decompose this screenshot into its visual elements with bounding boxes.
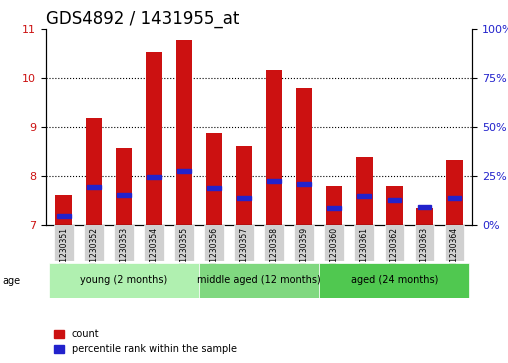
FancyBboxPatch shape xyxy=(325,225,344,261)
Bar xyxy=(296,88,312,225)
FancyBboxPatch shape xyxy=(385,225,404,261)
Text: GSM1230352: GSM1230352 xyxy=(89,227,99,278)
Text: GSM1230360: GSM1230360 xyxy=(330,227,339,278)
FancyBboxPatch shape xyxy=(234,225,254,261)
Bar xyxy=(416,208,433,225)
Text: GSM1230362: GSM1230362 xyxy=(390,227,399,278)
Text: GSM1230357: GSM1230357 xyxy=(240,227,248,278)
Text: GSM1230363: GSM1230363 xyxy=(420,227,429,278)
FancyBboxPatch shape xyxy=(444,225,464,261)
Text: GDS4892 / 1431955_at: GDS4892 / 1431955_at xyxy=(46,10,239,28)
Text: GSM1230364: GSM1230364 xyxy=(450,227,459,278)
Text: young (2 months): young (2 months) xyxy=(80,276,168,285)
Bar xyxy=(55,195,72,225)
FancyBboxPatch shape xyxy=(114,225,134,261)
FancyBboxPatch shape xyxy=(319,263,469,298)
Text: age: age xyxy=(3,276,21,286)
Bar xyxy=(266,70,282,225)
Text: GSM1230359: GSM1230359 xyxy=(300,227,309,278)
FancyBboxPatch shape xyxy=(174,225,194,261)
FancyBboxPatch shape xyxy=(264,225,284,261)
Bar xyxy=(356,158,372,225)
FancyBboxPatch shape xyxy=(87,185,101,189)
FancyBboxPatch shape xyxy=(358,194,371,197)
FancyBboxPatch shape xyxy=(355,225,374,261)
FancyBboxPatch shape xyxy=(117,193,131,197)
Text: GSM1230361: GSM1230361 xyxy=(360,227,369,278)
Text: GSM1230358: GSM1230358 xyxy=(270,227,278,278)
Bar xyxy=(206,134,223,225)
Bar xyxy=(85,118,102,225)
FancyBboxPatch shape xyxy=(177,169,190,173)
Bar xyxy=(146,52,162,225)
Text: GSM1230356: GSM1230356 xyxy=(209,227,218,278)
Bar xyxy=(236,146,252,225)
Text: GSM1230353: GSM1230353 xyxy=(119,227,129,278)
FancyBboxPatch shape xyxy=(418,205,431,209)
FancyBboxPatch shape xyxy=(147,175,161,179)
FancyBboxPatch shape xyxy=(448,196,461,200)
Bar xyxy=(116,148,132,225)
FancyBboxPatch shape xyxy=(144,225,164,261)
FancyBboxPatch shape xyxy=(328,206,341,210)
FancyBboxPatch shape xyxy=(297,183,311,186)
FancyBboxPatch shape xyxy=(204,225,224,261)
Text: GSM1230351: GSM1230351 xyxy=(59,227,68,278)
FancyBboxPatch shape xyxy=(267,179,281,183)
Text: GSM1230354: GSM1230354 xyxy=(149,227,158,278)
Bar xyxy=(446,160,463,225)
FancyBboxPatch shape xyxy=(237,196,251,200)
Text: aged (24 months): aged (24 months) xyxy=(351,276,438,285)
FancyBboxPatch shape xyxy=(54,225,74,261)
Bar xyxy=(326,186,342,225)
FancyBboxPatch shape xyxy=(199,263,319,298)
FancyBboxPatch shape xyxy=(295,225,314,261)
Text: middle aged (12 months): middle aged (12 months) xyxy=(197,276,321,285)
Bar xyxy=(386,186,402,225)
FancyBboxPatch shape xyxy=(84,225,104,261)
FancyBboxPatch shape xyxy=(57,214,71,218)
FancyBboxPatch shape xyxy=(415,225,434,261)
FancyBboxPatch shape xyxy=(388,197,401,201)
Legend: count, percentile rank within the sample: count, percentile rank within the sample xyxy=(51,326,241,358)
FancyBboxPatch shape xyxy=(49,263,199,298)
FancyBboxPatch shape xyxy=(207,186,221,190)
Bar xyxy=(176,40,192,225)
Text: GSM1230355: GSM1230355 xyxy=(179,227,188,278)
